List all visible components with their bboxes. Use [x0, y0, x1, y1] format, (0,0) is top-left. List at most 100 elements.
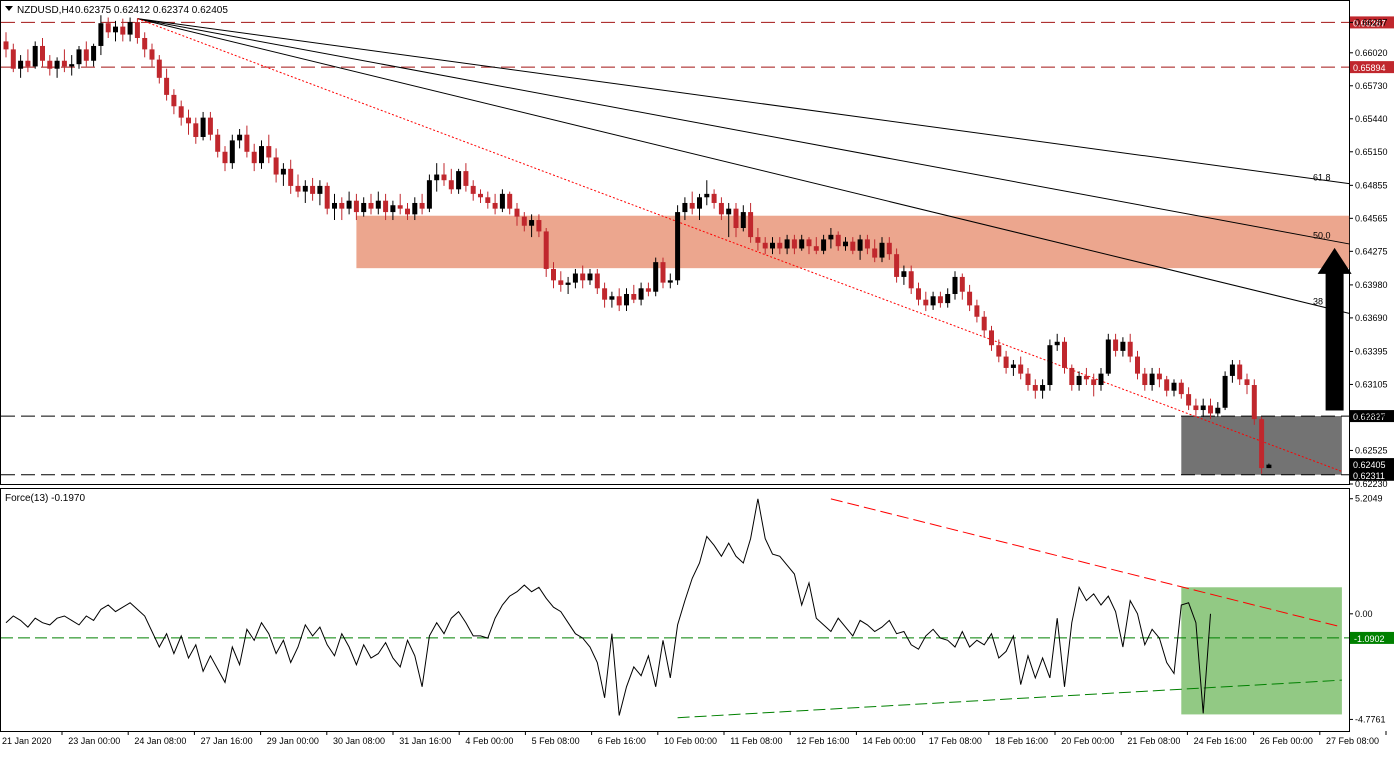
candle-body	[69, 64, 75, 67]
candle-1	[10, 43, 16, 73]
candle-57	[419, 193, 425, 215]
candle-body	[543, 231, 549, 269]
candle-body	[310, 185, 316, 194]
candle-body	[777, 242, 783, 249]
candle-66	[485, 191, 491, 209]
candle-body	[711, 193, 717, 203]
candle-71	[521, 212, 527, 232]
candle-58	[426, 174, 432, 213]
candle-body	[1229, 364, 1235, 376]
candle-24	[178, 100, 184, 126]
x-tick-label-10: 10 Feb 00:00	[664, 736, 717, 746]
candle-157	[1149, 367, 1155, 391]
candle-body	[171, 94, 177, 107]
candle-body	[463, 171, 469, 186]
candle-134	[981, 311, 987, 338]
level-price-tag-1	[1350, 61, 1394, 74]
candle-body	[1171, 382, 1177, 391]
candle-73	[536, 214, 542, 238]
candle-body	[755, 237, 761, 243]
candle-146	[1069, 364, 1075, 391]
candle-139	[1018, 356, 1024, 380]
ohlc-readout: 0.62375 0.62412 0.62374 0.62405	[75, 5, 228, 16]
candle-body	[886, 242, 892, 255]
candle-body	[529, 220, 535, 226]
y-tick-label-11: 0.63105	[1355, 379, 1388, 389]
candle-body	[368, 202, 374, 209]
candle-body	[83, 49, 89, 61]
candle-72	[529, 214, 535, 238]
candle-body	[1149, 373, 1155, 386]
candle-body	[1237, 364, 1243, 380]
candle-body	[937, 296, 943, 304]
candle-90	[660, 257, 666, 289]
candle-body	[704, 193, 710, 198]
candle-body	[726, 208, 732, 215]
candle-49	[361, 197, 367, 217]
candle-body	[149, 49, 155, 60]
candle-body	[200, 117, 206, 137]
candle-body	[1105, 339, 1111, 374]
level-price-tag-3	[1350, 468, 1394, 481]
candle-145	[1062, 337, 1067, 374]
candle-116	[850, 237, 856, 255]
candle-body	[156, 59, 162, 78]
candle-142	[1040, 379, 1046, 399]
candle-3	[25, 49, 31, 73]
candle-body	[302, 185, 308, 192]
y-tick-label-3: 0.65440	[1355, 114, 1388, 124]
candle-89	[653, 257, 659, 297]
candle-body	[624, 293, 629, 306]
candle-body	[207, 117, 213, 135]
candle-154	[1127, 333, 1133, 363]
candle-body	[1025, 373, 1031, 386]
force-y-tick-label-0: 5.2049	[1355, 494, 1383, 504]
candle-body	[1127, 341, 1133, 357]
candle-body	[164, 77, 170, 95]
candle-body	[536, 220, 542, 232]
candle-body	[923, 299, 929, 306]
candle-body	[843, 241, 848, 247]
triangle-down-icon[interactable]	[5, 6, 13, 11]
y-tick-label-5: 0.64855	[1355, 180, 1388, 190]
candle-body	[1222, 375, 1228, 408]
candle-body	[609, 296, 615, 300]
y-tick-label-13: 0.62525	[1355, 445, 1388, 455]
candle-81	[594, 268, 600, 294]
candle-body	[660, 262, 666, 283]
candle-112	[821, 234, 827, 255]
candle-51	[375, 191, 381, 215]
candle-body	[1040, 385, 1046, 391]
candle-body	[485, 197, 491, 203]
candle-29	[215, 129, 221, 158]
candle-38	[280, 163, 286, 186]
force-value-text: -1.0902	[1354, 634, 1385, 644]
candle-23	[171, 89, 177, 115]
candle-body	[1054, 341, 1060, 346]
candle-85	[624, 288, 629, 312]
candle-153	[1120, 337, 1126, 357]
candle-body	[332, 202, 337, 209]
candle-111	[813, 237, 819, 255]
candle-body	[412, 202, 418, 215]
candle-150	[1098, 367, 1104, 391]
y-tick-label-8: 0.63980	[1355, 280, 1388, 290]
candle-70	[514, 202, 520, 226]
candle-45	[332, 193, 337, 221]
candle-20	[149, 43, 155, 67]
candle-body	[748, 212, 754, 238]
candle-47	[346, 191, 352, 215]
candle-59	[434, 163, 440, 192]
candle-43	[317, 180, 323, 206]
candle-body	[397, 205, 403, 209]
level-price-text-2: 0.62827	[1353, 412, 1386, 422]
current-price-tag	[1350, 458, 1394, 471]
candle-body	[908, 271, 914, 289]
candle-83	[609, 291, 615, 308]
candle-body	[645, 288, 651, 292]
candle-body	[806, 239, 812, 247]
candle-body	[91, 45, 97, 61]
candle-body	[244, 134, 250, 152]
level-price-tag-2	[1350, 410, 1394, 423]
candle-body	[1091, 379, 1097, 386]
